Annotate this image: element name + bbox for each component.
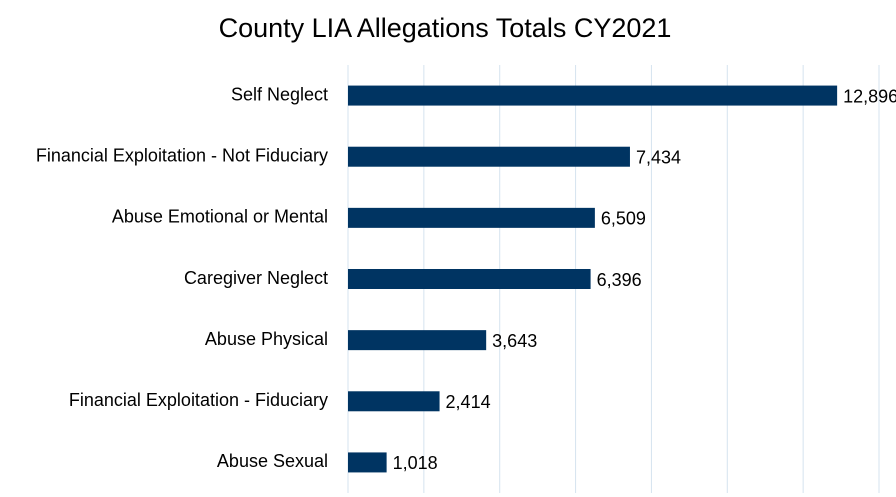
data-label: 3,643 [492, 331, 537, 351]
bar [348, 146, 630, 167]
y-tick-label: Financial Exploitation - Fiduciary [69, 390, 328, 410]
bar [348, 330, 487, 351]
data-label: 7,434 [636, 147, 681, 167]
bar [348, 269, 591, 289]
bar [348, 452, 387, 473]
y-tick-label: Caregiver Neglect [184, 268, 328, 288]
chart-title: County LIA Allegations Totals CY2021 [219, 13, 672, 43]
y-tick-label: Financial Exploitation - Not Fiduciary [36, 145, 328, 165]
data-label: 6,396 [597, 270, 642, 290]
data-label: 1,018 [393, 453, 438, 473]
y-tick-label: Self Neglect [231, 84, 328, 104]
data-label: 6,509 [601, 209, 646, 229]
y-tick-label: Abuse Sexual [217, 451, 328, 471]
bar [348, 85, 838, 106]
data-label: 12,896 [843, 86, 896, 106]
data-label: 2,414 [446, 392, 491, 412]
y-tick-label: Abuse Physical [205, 329, 328, 349]
bar [348, 207, 595, 228]
y-tick-label: Abuse Emotional or Mental [112, 207, 328, 227]
bar [348, 391, 440, 412]
